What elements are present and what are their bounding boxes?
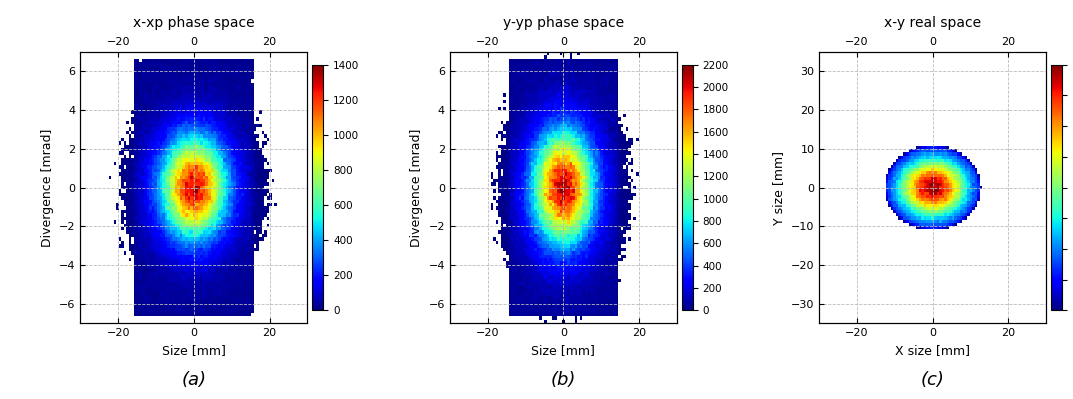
X-axis label: Size [mm]: Size [mm] <box>162 344 226 357</box>
Title: x-y real space: x-y real space <box>884 16 982 30</box>
Y-axis label: Y size [mm]: Y size [mm] <box>773 150 785 225</box>
X-axis label: Size [mm]: Size [mm] <box>531 344 596 357</box>
Text: (c): (c) <box>921 371 944 389</box>
Y-axis label: Divergence [mrad]: Divergence [mrad] <box>410 128 423 247</box>
X-axis label: X size [mm]: X size [mm] <box>895 344 970 357</box>
Title: x-xp phase space: x-xp phase space <box>133 16 254 30</box>
Text: (b): (b) <box>550 371 576 389</box>
Text: (a): (a) <box>181 371 206 389</box>
Title: y-yp phase space: y-yp phase space <box>503 16 623 30</box>
Y-axis label: Divergence [mrad]: Divergence [mrad] <box>41 128 54 247</box>
